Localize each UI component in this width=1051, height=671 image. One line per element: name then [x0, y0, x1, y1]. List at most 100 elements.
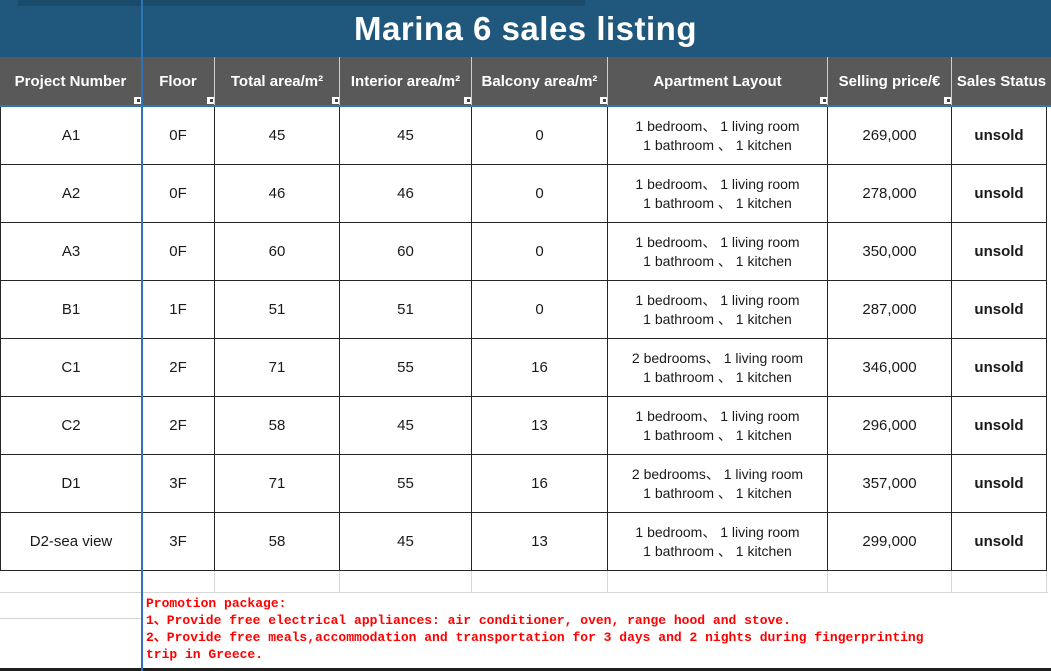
cell-floor[interactable]: 1F	[142, 281, 215, 339]
promotion-note[interactable]: Promotion package: 1、Provide free electr…	[142, 593, 1051, 668]
cell-balcony-area[interactable]: 16	[472, 455, 608, 513]
cell-apartment-layout[interactable]: 1 bedroom、 1 living room 1 bathroom 、 1 …	[608, 281, 828, 339]
cell-selling-price[interactable]: 357,000	[828, 455, 952, 513]
cell-project-number[interactable]: A2	[1, 165, 142, 223]
cell-balcony-area[interactable]: 0	[472, 165, 608, 223]
cell-total-area[interactable]: 58	[215, 513, 340, 571]
cell-interior-area[interactable]: 46	[340, 165, 472, 223]
empty-cell[interactable]	[0, 571, 142, 592]
cell-balcony-area[interactable]: 13	[472, 397, 608, 455]
cell-apartment-layout[interactable]: 1 bedroom、 1 living room 1 bathroom 、 1 …	[608, 223, 828, 281]
column-header-balcony-area[interactable]: Balcony area/m²	[472, 57, 608, 105]
cell-sales-status[interactable]: unsold	[952, 513, 1047, 571]
column-header-label: Selling price/€	[838, 72, 941, 90]
cell-selling-price[interactable]: 346,000	[828, 339, 952, 397]
filter-handle-icon[interactable]	[944, 97, 951, 104]
cell-total-area[interactable]: 51	[215, 281, 340, 339]
column-header-interior-area[interactable]: Interior area/m²	[340, 57, 472, 105]
empty-cell[interactable]	[0, 593, 142, 619]
column-header-label: Total area/m²	[230, 72, 324, 90]
cell-total-area[interactable]: 71	[215, 339, 340, 397]
cell-balcony-area[interactable]: 16	[472, 339, 608, 397]
cell-interior-area[interactable]: 45	[340, 513, 472, 571]
filter-handle-icon[interactable]	[600, 97, 607, 104]
column-header-total-area[interactable]: Total area/m²	[215, 57, 340, 105]
cell-project-number[interactable]: B1	[1, 281, 142, 339]
filter-handle-icon[interactable]	[464, 97, 471, 104]
cell-sales-status[interactable]: unsold	[952, 455, 1047, 513]
cell-floor[interactable]: 2F	[142, 339, 215, 397]
cell-sales-status[interactable]: unsold	[952, 223, 1047, 281]
empty-cell[interactable]	[472, 571, 608, 592]
empty-cell[interactable]	[608, 571, 828, 592]
cell-sales-status[interactable]: unsold	[952, 107, 1047, 165]
column-header-project-number[interactable]: Project Number	[0, 57, 142, 105]
cell-project-number[interactable]: C1	[1, 339, 142, 397]
cell-apartment-layout[interactable]: 2 bedrooms、 1 living room 1 bathroom 、 1…	[608, 339, 828, 397]
table-header-row: Project Number Floor Total area/m² Inter…	[0, 57, 1051, 105]
column-header-apartment-layout[interactable]: Apartment Layout	[608, 57, 828, 105]
cell-apartment-layout[interactable]: 1 bedroom、 1 living room 1 bathroom 、 1 …	[608, 397, 828, 455]
cell-project-number[interactable]: D1	[1, 455, 142, 513]
cell-project-number[interactable]: C2	[1, 397, 142, 455]
cell-selling-price[interactable]: 296,000	[828, 397, 952, 455]
cell-floor[interactable]: 3F	[142, 455, 215, 513]
cell-sales-status[interactable]: unsold	[952, 281, 1047, 339]
column-header-floor[interactable]: Floor	[142, 57, 215, 105]
cell-total-area[interactable]: 58	[215, 397, 340, 455]
cell-project-number[interactable]: D2-sea view	[1, 513, 142, 571]
cell-selling-price[interactable]: 269,000	[828, 107, 952, 165]
cell-selling-price[interactable]: 278,000	[828, 165, 952, 223]
cell-project-number[interactable]: A1	[1, 107, 142, 165]
filter-handle-icon[interactable]	[134, 97, 141, 104]
cell-balcony-area[interactable]: 13	[472, 513, 608, 571]
cell-floor[interactable]: 3F	[142, 513, 215, 571]
cell-sales-status[interactable]: unsold	[952, 165, 1047, 223]
empty-cell[interactable]	[340, 571, 472, 592]
cell-interior-area[interactable]: 51	[340, 281, 472, 339]
cell-balcony-area[interactable]: 0	[472, 107, 608, 165]
cell-interior-area[interactable]: 55	[340, 339, 472, 397]
cell-selling-price[interactable]: 350,000	[828, 223, 952, 281]
table-row: A2 0F 46 46 0 1 bedroom、 1 living room 1…	[1, 165, 1048, 223]
cell-floor[interactable]: 0F	[142, 165, 215, 223]
cell-interior-area[interactable]: 60	[340, 223, 472, 281]
filter-handle-icon[interactable]	[207, 97, 214, 104]
empty-cell[interactable]	[828, 571, 952, 592]
empty-cell[interactable]	[952, 571, 1047, 592]
cell-apartment-layout[interactable]: 1 bedroom、 1 living room 1 bathroom 、 1 …	[608, 513, 828, 571]
cell-selling-price[interactable]: 287,000	[828, 281, 952, 339]
cell-project-number[interactable]: A3	[1, 223, 142, 281]
table-row: B1 1F 51 51 0 1 bedroom、 1 living room 1…	[1, 281, 1048, 339]
cell-balcony-area[interactable]: 0	[472, 281, 608, 339]
column-header-sales-status[interactable]: Sales Status	[952, 57, 1051, 105]
cell-interior-area[interactable]: 55	[340, 455, 472, 513]
layout-line-1: 2 bedrooms、 1 living room	[631, 465, 804, 482]
cell-sales-status[interactable]: unsold	[952, 339, 1047, 397]
cell-total-area[interactable]: 71	[215, 455, 340, 513]
cell-floor[interactable]: 0F	[142, 107, 215, 165]
empty-cell[interactable]	[215, 571, 340, 592]
cell-floor[interactable]: 0F	[142, 223, 215, 281]
cell-selling-price[interactable]: 299,000	[828, 513, 952, 571]
cell-interior-area[interactable]: 45	[340, 397, 472, 455]
cell-sales-status[interactable]: unsold	[952, 397, 1047, 455]
cell-interior-area[interactable]: 45	[340, 107, 472, 165]
cell-total-area[interactable]: 45	[215, 107, 340, 165]
empty-cell[interactable]	[142, 571, 215, 592]
column-header-selling-price[interactable]: Selling price/€	[828, 57, 952, 105]
cell-balcony-area[interactable]: 0	[472, 223, 608, 281]
cell-apartment-layout[interactable]: 1 bedroom、 1 living room 1 bathroom 、 1 …	[608, 165, 828, 223]
cell-total-area[interactable]: 46	[215, 165, 340, 223]
filter-handle-icon[interactable]	[820, 97, 827, 104]
table-row: D1 3F 71 55 16 2 bedrooms、 1 living room…	[1, 455, 1048, 513]
cell-apartment-layout[interactable]: 2 bedrooms、 1 living room 1 bathroom 、 1…	[608, 455, 828, 513]
cell-floor[interactable]: 2F	[142, 397, 215, 455]
cell-apartment-layout[interactable]: 1 bedroom、 1 living room 1 bathroom 、 1 …	[608, 107, 828, 165]
cell-total-area[interactable]: 60	[215, 223, 340, 281]
table-row: D2-sea view 3F 58 45 13 1 bedroom、 1 liv…	[1, 513, 1048, 571]
column-header-label: Interior area/m²	[350, 72, 461, 90]
filter-handle-icon[interactable]	[332, 97, 339, 104]
page-title: Marina 6 sales listing	[354, 9, 697, 47]
